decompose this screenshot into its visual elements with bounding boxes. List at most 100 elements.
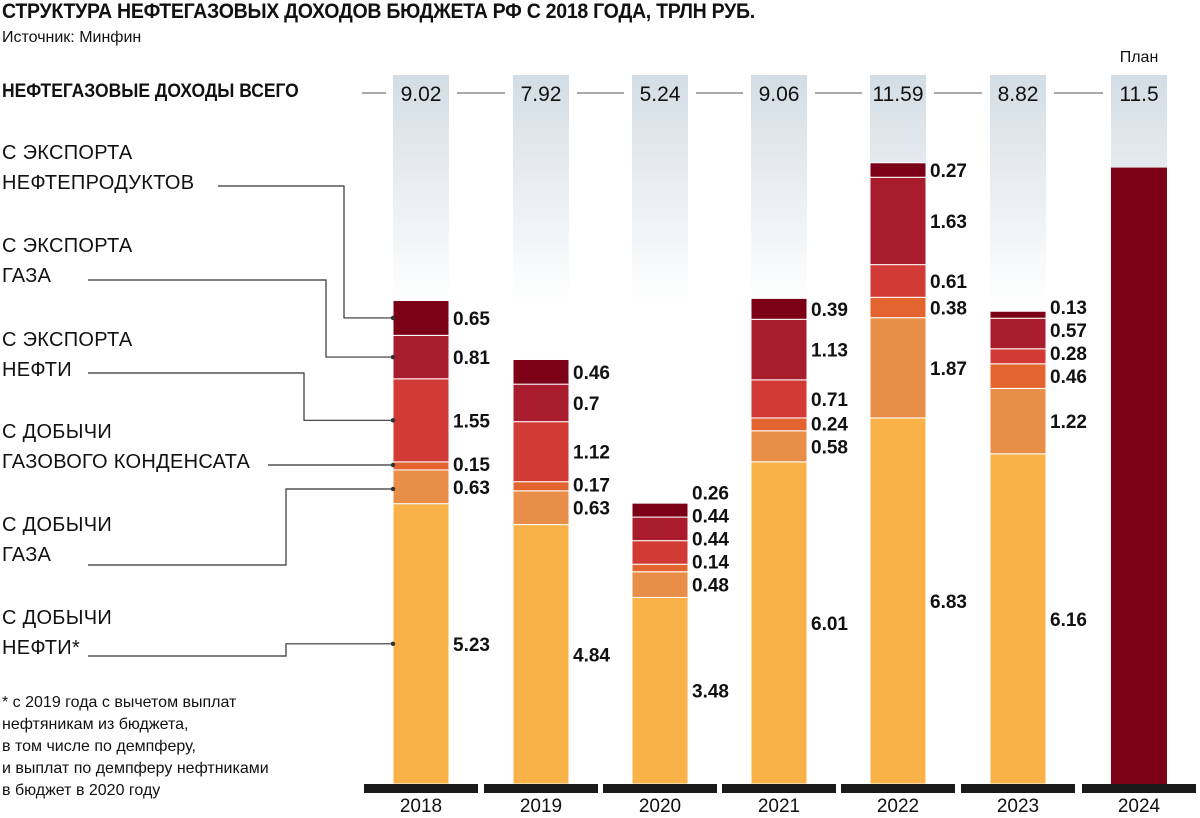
segment-value-label: 3.48 — [692, 682, 729, 703]
segment-value-label: 4.84 — [573, 645, 610, 666]
bar-segment — [631, 516, 689, 542]
total-column-background — [632, 75, 688, 305]
segment-value-label: 0.38 — [930, 298, 967, 319]
axis-base-segment — [484, 784, 598, 793]
segment-value-label: 0.57 — [1050, 321, 1087, 342]
bar-segment — [750, 417, 808, 432]
bar-segment — [869, 296, 927, 319]
legend-line: С ЭКСПОРТА — [2, 329, 133, 351]
leader-endpoint-dot — [390, 462, 396, 468]
segment-value-label: 6.83 — [930, 592, 967, 613]
legend-leader-line — [88, 488, 393, 566]
bar-segment — [750, 461, 808, 785]
bar-segment — [869, 176, 927, 266]
bar-segment — [631, 571, 689, 598]
total-value-label: 11.5 — [1119, 83, 1158, 106]
total-column-background — [393, 75, 449, 305]
bar-segment — [750, 297, 808, 320]
year-tick-label: 2019 — [520, 796, 562, 817]
legend-line: С ДОБЫЧИ — [2, 421, 113, 443]
year-tick-label: 2021 — [758, 796, 800, 817]
segment-value-label: 0.46 — [573, 363, 610, 384]
segment-value-label: 0.13 — [1050, 298, 1087, 319]
total-row-label: НЕФТЕГАЗОВЫЕ ДОХОДЫ ВСЕГО — [2, 81, 299, 102]
bar-segment — [750, 430, 808, 463]
year-tick-label: 2024 — [1118, 796, 1161, 817]
axis-base-segment — [1082, 784, 1196, 793]
segment-value-label: 0.28 — [1050, 344, 1087, 365]
plan-bar — [1111, 167, 1167, 785]
segment-value-label: 1.87 — [930, 359, 967, 380]
segment-value-label: 1.12 — [573, 443, 610, 464]
bar-segment — [989, 387, 1047, 455]
leader-endpoint-dot — [390, 486, 396, 492]
bar-segment — [392, 378, 450, 463]
segment-value-label: 0.63 — [453, 478, 490, 499]
segment-value-label: 0.44 — [692, 530, 729, 551]
legend-label-gas-extraction: С ДОБЫЧИ ГАЗА — [2, 510, 112, 570]
year-tick-label: 2020 — [639, 796, 681, 817]
legend-line: НЕФТИ — [2, 359, 72, 381]
segment-value-label: 0.58 — [811, 437, 848, 458]
legend-leader-line — [218, 185, 393, 319]
legend-leader-line — [88, 279, 393, 358]
segment-value-label: 1.13 — [811, 341, 848, 362]
axis-base-segment — [961, 784, 1075, 793]
year-tick-label: 2022 — [877, 796, 919, 817]
segment-value-label: 0.48 — [692, 576, 729, 597]
legend-label-condensate-extraction: С ДОБЫЧИ ГАЗОВОГО КОНДЕНСАТА — [2, 417, 250, 477]
bar-segment — [869, 317, 927, 419]
bar-segment — [392, 503, 450, 785]
axis-base-segment — [603, 784, 717, 793]
leader-endpoint-dot — [390, 418, 396, 423]
axis-base-segment — [722, 784, 836, 793]
segment-value-label: 0.61 — [930, 272, 967, 293]
bar-segment — [512, 524, 570, 785]
legend-leader-line — [88, 643, 393, 657]
plan-label: План — [1119, 49, 1159, 66]
segment-value-label: 0.81 — [453, 348, 490, 369]
bar-segment — [392, 334, 450, 380]
bar-segment — [512, 358, 570, 385]
legend-line: ГАЗОВОГО КОНДЕНСАТА — [2, 451, 251, 473]
total-value-label: 8.82 — [998, 83, 1039, 106]
bar-segment — [392, 469, 450, 505]
legend-line: С ДОБЫЧИ — [2, 607, 113, 629]
chart-title: СТРУКТУРА НЕФТЕГАЗОВЫХ ДОХОДОВ БЮДЖЕТА Р… — [2, 0, 755, 23]
bar-segment — [392, 461, 450, 471]
legend-line: ГАЗА — [2, 265, 52, 287]
bar-segment — [512, 481, 570, 492]
total-column-background — [751, 75, 807, 305]
bar-segment — [631, 596, 689, 785]
segment-value-label: 0.17 — [573, 476, 610, 497]
legend-leader-line — [88, 372, 393, 421]
segment-value-label: 0.63 — [573, 499, 610, 520]
segment-value-label: 0.24 — [811, 414, 848, 435]
total-value-label: 9.06 — [759, 83, 800, 106]
segment-value-label: 0.39 — [811, 300, 848, 321]
leader-endpoint-dot — [390, 315, 396, 321]
bar-segment — [631, 502, 689, 518]
total-column-background — [990, 75, 1046, 305]
bar-segment — [989, 363, 1047, 389]
bar-segment — [989, 453, 1047, 785]
bar-segment — [512, 421, 570, 483]
legend-label-oil-products-export: С ЭКСПОРТА НЕФТЕПРОДУКТОВ — [2, 138, 194, 198]
bar-segment — [631, 563, 689, 573]
axis-base-segment — [841, 784, 955, 793]
total-value-label: 9.02 — [401, 83, 442, 106]
bar-segment — [989, 317, 1047, 350]
legend-label-gas-export: С ЭКСПОРТА ГАЗА — [2, 231, 133, 291]
bar-segment — [869, 417, 927, 785]
year-tick-label: 2023 — [997, 796, 1039, 817]
legend-line: НЕФТЕПРОДУКТОВ — [2, 172, 195, 194]
bar-segment — [631, 540, 689, 565]
bar-segment — [989, 310, 1047, 319]
leader-endpoint-dot — [390, 641, 396, 647]
legend-line: С ЭКСПОРТА — [2, 235, 133, 257]
total-value-label: 11.59 — [873, 83, 924, 106]
segment-value-label: 0.46 — [1050, 367, 1087, 388]
total-value-label: 7.92 — [521, 83, 562, 106]
footnote: * с 2019 года с вычетом выплат нефтяника… — [2, 694, 269, 799]
